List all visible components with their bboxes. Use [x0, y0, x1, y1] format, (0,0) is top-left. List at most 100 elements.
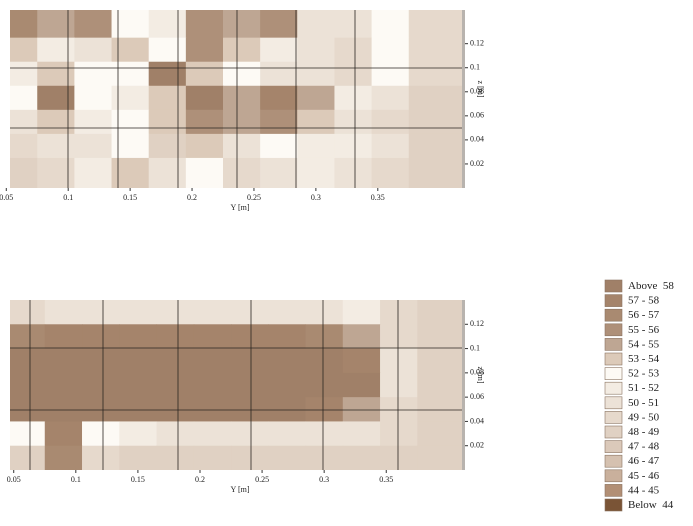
legend-label: 56 - 57 [628, 309, 660, 321]
contour-cell [371, 157, 410, 188]
contour-cell [342, 421, 381, 447]
contour-cell [305, 300, 344, 325]
contour-cell [380, 372, 418, 398]
legend-label: 51 - 52 [628, 382, 659, 394]
contour-cell [37, 85, 75, 111]
contour-cell [74, 133, 113, 159]
contour-cell [185, 10, 224, 39]
contour-cell [156, 324, 195, 350]
contour-cell [297, 109, 335, 135]
contour-cell [148, 10, 187, 39]
contour-cell [380, 445, 418, 470]
x-tick-label: 0.05 [0, 193, 13, 202]
contour-cell [305, 324, 344, 350]
contour-cell [156, 421, 195, 447]
contour-cell [148, 157, 187, 188]
contour-cell [305, 397, 344, 422]
contour-cell [44, 421, 83, 447]
contour-cell [44, 445, 83, 470]
contour-cell [268, 300, 307, 325]
contour-cell [222, 109, 261, 135]
contour-cell [185, 85, 224, 111]
x-tick-label: 0.15 [131, 475, 145, 484]
contour-cell [148, 85, 187, 111]
contour-cell [10, 397, 46, 422]
contour-cell [334, 61, 373, 87]
contour-cell [260, 37, 298, 63]
legend-swatch [604, 352, 623, 366]
contour-cell [82, 348, 120, 374]
contour-cell [260, 157, 298, 188]
contour-cell [222, 133, 261, 159]
legend: Above 58 57 - 58 56 - 57 55 - 56 54 - 55 53 -… [604, 279, 674, 512]
contour-cell [10, 133, 38, 159]
contour-cell [380, 300, 418, 325]
contour-cell [10, 61, 38, 87]
contour-cell [268, 348, 307, 374]
contour-cell [222, 37, 261, 63]
contour-cell [371, 109, 410, 135]
contour-cell [111, 61, 150, 87]
contour-cell [342, 397, 381, 422]
contour-cell [74, 85, 113, 111]
contour-cell [185, 61, 224, 87]
contour-cell [342, 348, 381, 374]
contour-cell [342, 445, 381, 470]
contour-cell [222, 157, 261, 188]
contour-cell [185, 37, 224, 63]
contour-cell [417, 300, 462, 325]
y-tick-label: 0.02 [470, 441, 484, 450]
contour-cell [10, 324, 46, 350]
legend-label: 52 - 53 [628, 368, 660, 380]
mesh [10, 10, 462, 470]
contour-cell [305, 372, 344, 398]
legend-swatch [604, 469, 623, 483]
contour-cell [111, 85, 150, 111]
x-tick-label: 0.35 [371, 193, 385, 202]
contour-cell [111, 37, 150, 63]
contour-cell [334, 37, 373, 63]
x-tick-label: 0.05 [7, 475, 21, 484]
legend-swatch [604, 411, 623, 424]
contour-cell [111, 10, 150, 39]
contour-cell [371, 10, 410, 39]
contour-cell [44, 300, 83, 325]
legend-label: 57 - 58 [628, 295, 660, 307]
contour-cell [297, 61, 335, 87]
contour-cell [408, 10, 462, 39]
legend-swatch [604, 294, 623, 307]
contour-cell [260, 10, 298, 39]
contour-cell [119, 348, 158, 374]
y-tick-label: 0.04 [470, 135, 484, 144]
contour-cell [37, 109, 75, 135]
plots [10, 10, 462, 470]
contour-cell [297, 157, 335, 188]
y-tick-label: 0.12 [470, 39, 484, 48]
contour-cell [74, 61, 113, 87]
contour-cell [408, 109, 462, 135]
x-tick-label: 0.35 [379, 475, 393, 484]
contour-cell [82, 397, 120, 422]
legend-swatch [604, 396, 623, 410]
contour-cell [222, 61, 261, 87]
contour-cell [111, 133, 150, 159]
contour-cell [82, 324, 120, 350]
contour-cell [408, 61, 462, 87]
contour-cell [231, 324, 269, 350]
legend-swatch [604, 338, 623, 351]
cells [10, 10, 462, 188]
contour-cell [44, 397, 83, 422]
contour-cell [371, 37, 410, 63]
contour-cell [185, 109, 224, 135]
contour-cell [334, 157, 373, 188]
contour-cell [268, 372, 307, 398]
contour-cell [305, 421, 344, 447]
contour-cell [380, 421, 418, 447]
contour-cell [44, 324, 83, 350]
contour-cell [193, 372, 232, 398]
x-tick-label: 0.2 [195, 475, 205, 484]
contour-cell [297, 85, 335, 111]
contour-cell [417, 348, 462, 374]
contour-cell [334, 109, 373, 135]
contour-cell [222, 10, 261, 39]
